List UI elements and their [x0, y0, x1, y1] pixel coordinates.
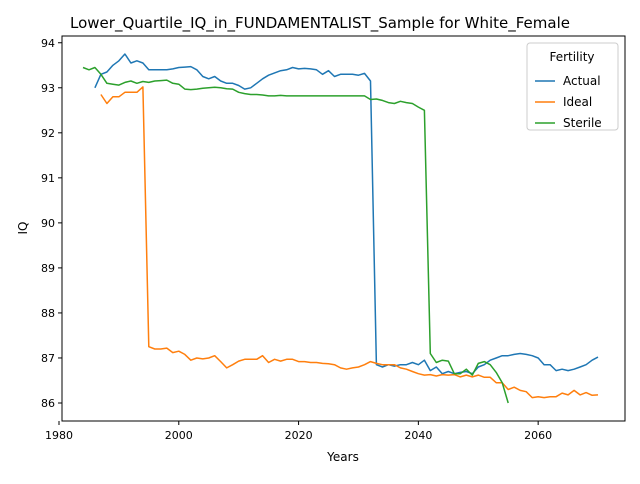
x-axis-ticks: 1980 2000 2020 2040 2060: [45, 421, 552, 442]
x-axis-label: Years: [326, 450, 359, 464]
x-tick-label: 2020: [285, 429, 313, 442]
series-line-ideal: [100, 86, 599, 399]
series-line-sterile: [82, 66, 509, 404]
legend-label-sterile: Sterile: [563, 116, 602, 130]
y-tick-label: 92: [41, 127, 55, 140]
legend-title: Fertility: [549, 50, 594, 64]
plot-lines: [82, 53, 599, 404]
y-tick-label: 88: [41, 307, 55, 320]
legend-entries: Actual Ideal Sterile: [535, 74, 602, 130]
y-tick-label: 94: [41, 37, 55, 50]
series-line-actual: [94, 53, 599, 375]
axes-frame: [61, 35, 626, 422]
legend: Fertility Actual Ideal Sterile: [526, 42, 619, 131]
chart-title: Lower_Quartile_IQ_in_FUNDAMENTALIST_Samp…: [70, 14, 570, 33]
legend-label-actual: Actual: [563, 74, 601, 88]
x-tick-label: 2060: [524, 429, 552, 442]
y-axis-ticks: 86 87 88 89 90 91 92 93 94: [41, 37, 62, 410]
y-tick-label: 86: [41, 397, 55, 410]
legend-label-ideal: Ideal: [563, 95, 592, 109]
y-tick-label: 90: [41, 217, 55, 230]
legend-box: [526, 42, 619, 131]
y-tick-label: 91: [41, 172, 55, 185]
x-tick-label: 2000: [165, 429, 193, 442]
y-tick-label: 93: [41, 82, 55, 95]
x-tick-label: 2040: [404, 429, 432, 442]
y-axis-label: IQ: [16, 222, 30, 235]
x-tick-label: 1980: [45, 429, 73, 442]
y-tick-label: 87: [41, 352, 55, 365]
y-tick-label: 89: [41, 262, 55, 275]
